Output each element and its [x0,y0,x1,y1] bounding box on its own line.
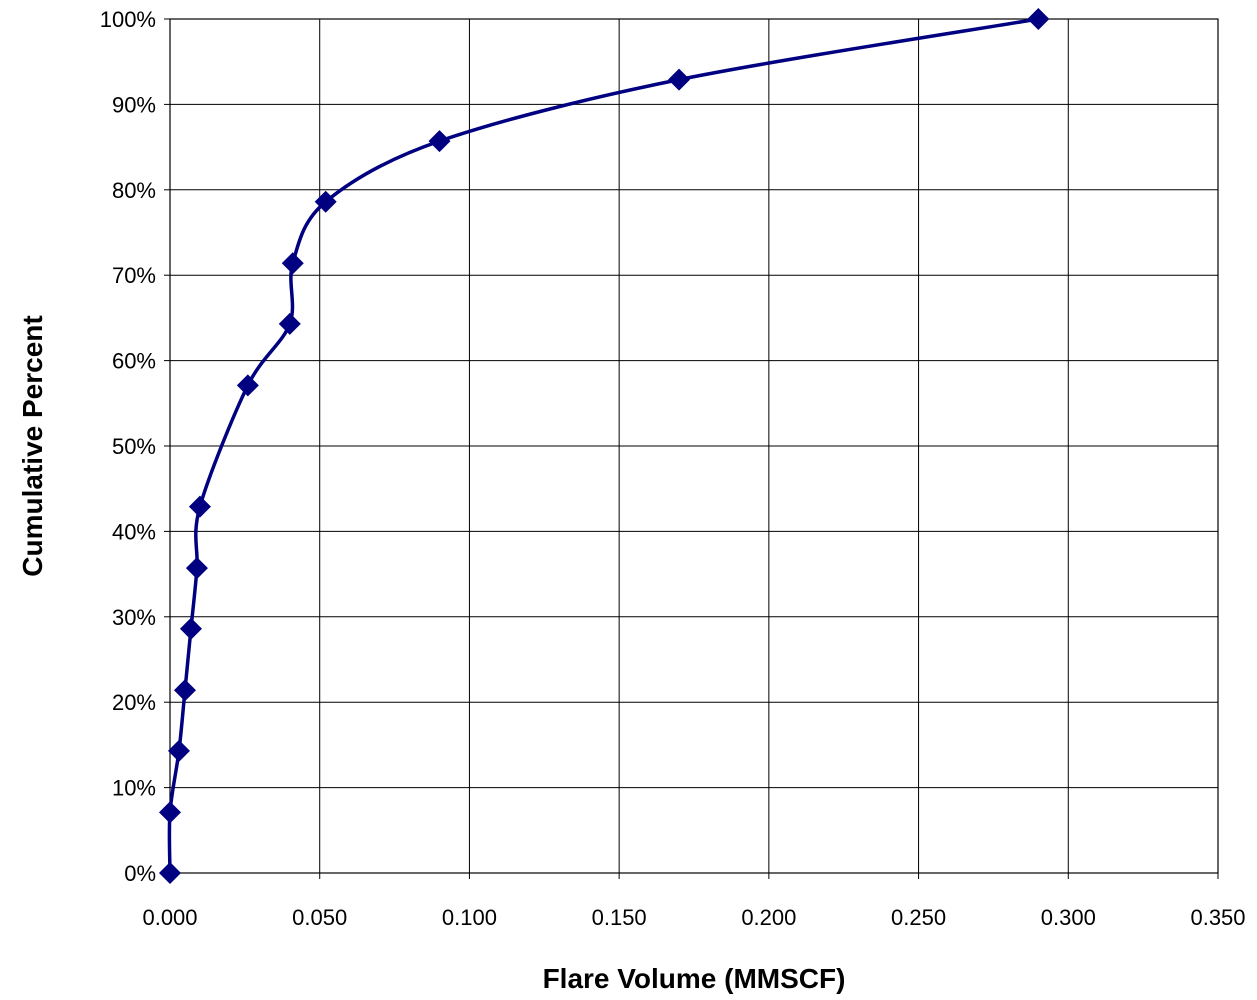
x-tick-label: 0.250 [891,905,946,930]
x-axis-title: Flare Volume (MMSCF) [543,963,846,994]
x-tick-label: 0.300 [1041,905,1096,930]
data-point-marker [159,801,181,824]
x-tick-label: 0.000 [142,905,197,930]
x-tick-label: 0.100 [442,905,497,930]
data-point-marker [1027,8,1050,30]
data-point-marker [179,617,202,640]
y-tick-label: 40% [112,519,156,544]
y-tick-label: 70% [112,263,156,288]
data-point-marker [173,679,196,702]
data-point-marker [236,374,259,397]
data-point-marker [159,862,181,884]
data-point-marker [668,68,691,91]
data-point-marker [428,130,451,153]
data-point-marker [281,252,304,275]
data-point-marker [314,190,337,213]
y-axis-ticks: 0% 10% 20% 30% 40% 50% 60% 70% 80% 90% 100% [100,7,156,886]
plot-frame [169,18,1219,874]
grid [164,18,1219,879]
y-tick-label: 0% [124,861,156,886]
x-axis-ticks: 0.000 0.050 0.100 0.150 0.200 0.250 0.300 0.350 [142,905,1245,930]
data-point-marker [185,557,208,580]
y-tick-label: 90% [112,92,156,117]
x-tick-label: 0.350 [1190,905,1245,930]
y-tick-label: 100% [100,7,156,32]
x-tick-label: 0.150 [592,905,647,930]
y-axis-title: Cumulative Percent [17,315,48,576]
data-point-marker [167,739,190,762]
data-point-marker [278,312,301,335]
y-tick-label: 60% [112,349,156,374]
data-point-marker [188,495,211,518]
y-tick-label: 80% [112,178,156,203]
y-tick-label: 10% [112,776,156,801]
x-tick-label: 0.050 [292,905,347,930]
y-tick-label: 20% [112,690,156,715]
y-tick-label: 50% [112,434,156,459]
series [159,8,1050,884]
series-line [167,17,1039,874]
x-tick-label: 0.200 [741,905,796,930]
y-tick-label: 30% [112,605,156,630]
